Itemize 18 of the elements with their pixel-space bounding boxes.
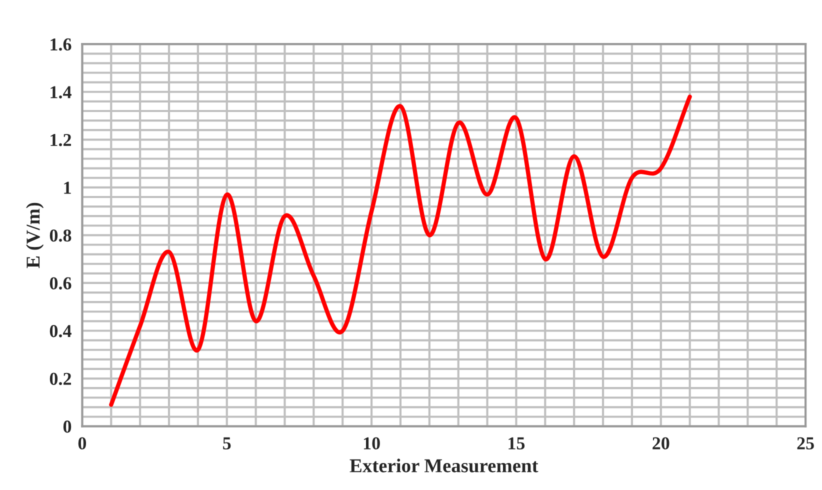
y-tick-label: 0.8 bbox=[50, 229, 72, 242]
x-tick-label: 15 bbox=[508, 437, 525, 450]
y-tick-label: 0.2 bbox=[50, 372, 72, 386]
x-tick-label: 25 bbox=[797, 437, 814, 450]
y-tick-label: 1.4 bbox=[50, 86, 72, 98]
y-tick-label: 0.4 bbox=[50, 325, 72, 338]
x-tick-label: 20 bbox=[652, 437, 670, 450]
x-tick-label: 10 bbox=[364, 437, 380, 450]
line-series bbox=[109, 94, 692, 407]
y-tick-label: 0 bbox=[63, 420, 72, 433]
y-tick-label: 1.6 bbox=[50, 38, 72, 51]
y-tick-label: 1 bbox=[64, 182, 71, 194]
x-axis-title: Exterior Measurement bbox=[350, 458, 538, 472]
x-tick-label: 0 bbox=[78, 437, 86, 450]
y-axis-title: E (V/m) bbox=[26, 202, 44, 268]
y-tick-label: 1.2 bbox=[50, 134, 72, 146]
y-tick-label: 0.6 bbox=[50, 277, 72, 290]
x-tick-label: 5 bbox=[223, 437, 231, 450]
